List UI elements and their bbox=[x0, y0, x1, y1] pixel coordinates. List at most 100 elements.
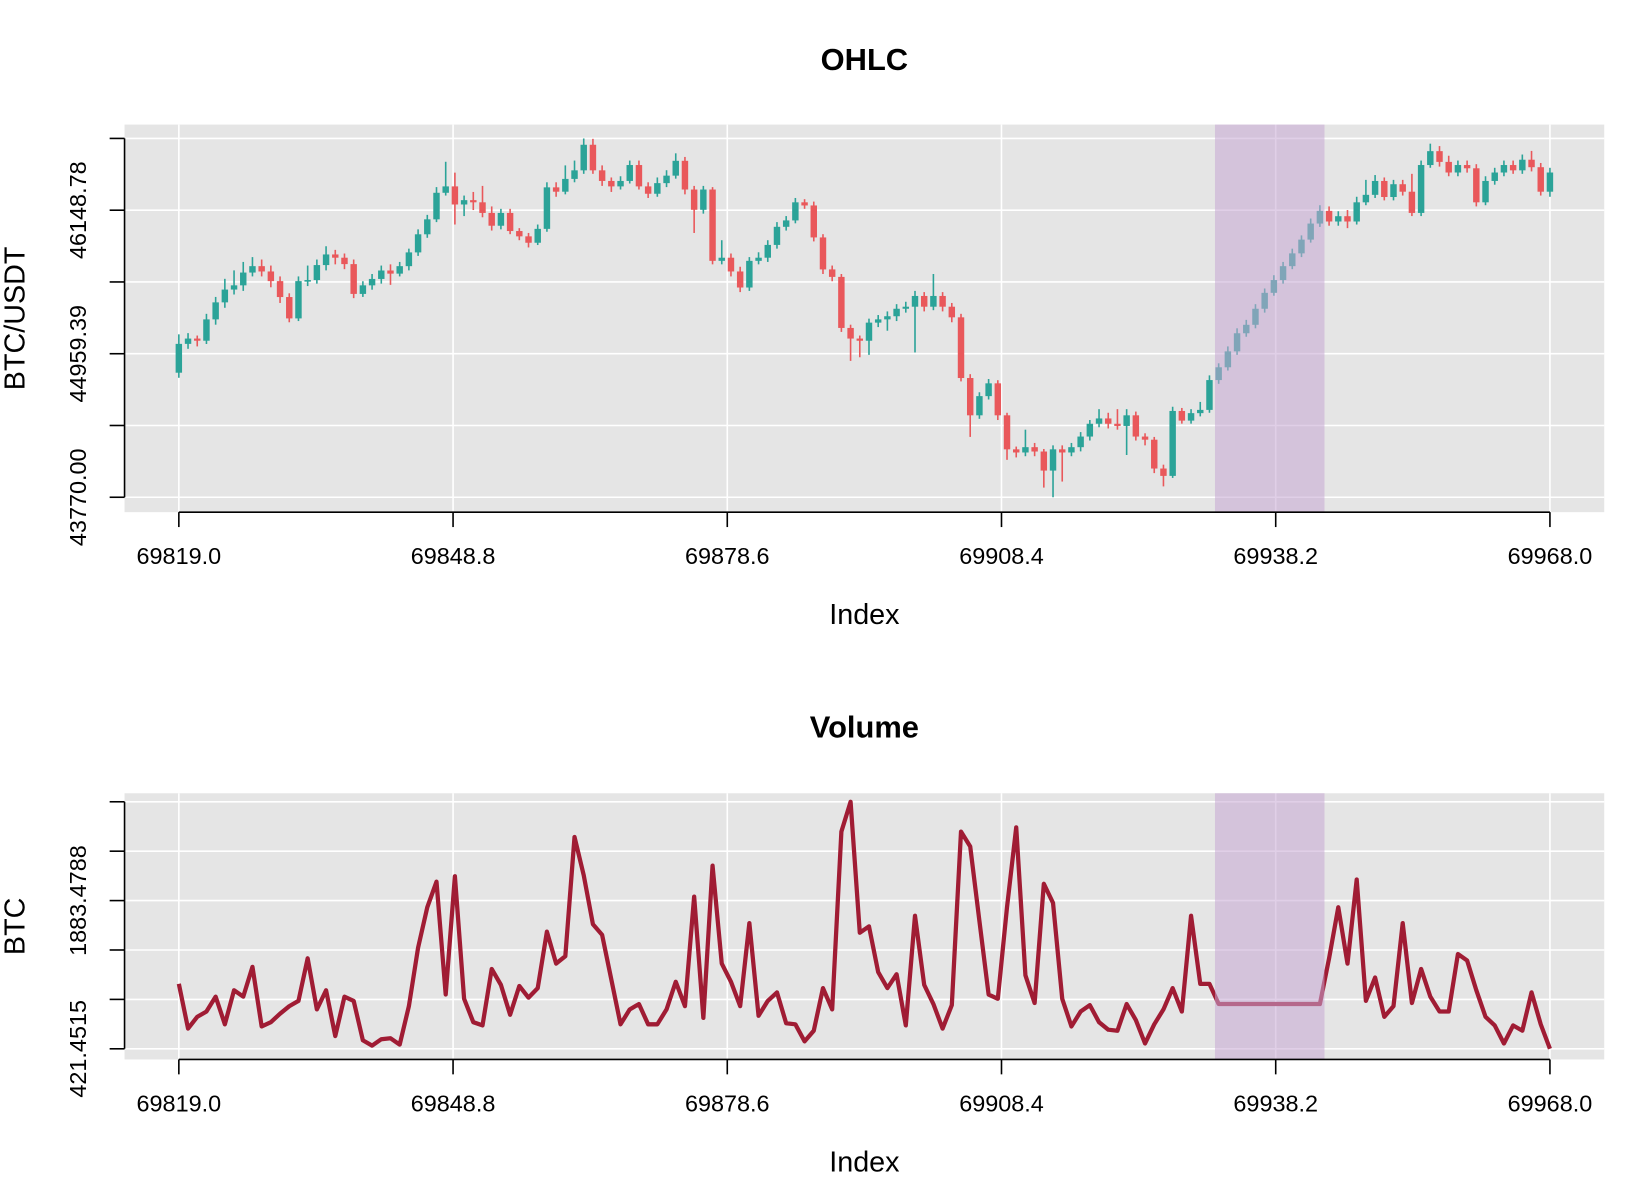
candle-body bbox=[681, 160, 689, 190]
candle-body bbox=[1427, 151, 1434, 166]
x-tick-label: 69908.4 bbox=[959, 543, 1044, 569]
candle-body bbox=[1003, 415, 1011, 450]
candle-body bbox=[948, 306, 956, 318]
candle-body bbox=[893, 308, 900, 317]
candle-body bbox=[635, 165, 643, 187]
candle-body bbox=[608, 180, 615, 187]
candle-body bbox=[1537, 167, 1544, 192]
candle-body bbox=[1408, 191, 1416, 213]
candle-body bbox=[792, 202, 799, 221]
candle-body bbox=[589, 144, 597, 171]
x-tick-label: 69848.8 bbox=[411, 1090, 496, 1116]
candle-body bbox=[203, 319, 210, 341]
candle-body bbox=[746, 260, 753, 288]
candle-body bbox=[718, 257, 725, 261]
candle-body bbox=[1371, 180, 1379, 195]
candle-body bbox=[442, 186, 449, 193]
candle-body bbox=[764, 244, 771, 258]
candle-body bbox=[221, 289, 229, 303]
candle-body bbox=[801, 202, 808, 206]
candle-body bbox=[985, 383, 992, 397]
chart-title: OHLC bbox=[821, 42, 908, 77]
candle-body bbox=[994, 383, 1002, 416]
candle-body bbox=[1353, 202, 1360, 222]
candle-body bbox=[552, 187, 560, 192]
candle-body bbox=[838, 276, 845, 328]
candle-body bbox=[727, 257, 735, 272]
candle-body bbox=[1509, 165, 1517, 171]
candle-body bbox=[396, 266, 403, 274]
candle-body bbox=[516, 231, 523, 237]
candle-body bbox=[313, 265, 321, 281]
candle-body bbox=[672, 160, 679, 176]
candle-body bbox=[267, 271, 275, 282]
candle-body bbox=[1335, 216, 1342, 222]
candle-body bbox=[1417, 165, 1425, 213]
candle-body bbox=[1160, 468, 1167, 476]
candle-body bbox=[350, 264, 357, 294]
candle-body bbox=[1390, 184, 1397, 198]
candle-body bbox=[525, 236, 532, 243]
candle-body bbox=[571, 170, 578, 179]
candle-body bbox=[828, 269, 836, 277]
candle-body bbox=[184, 338, 192, 344]
candle-body bbox=[332, 254, 339, 258]
candle-body bbox=[414, 234, 422, 253]
candle-body bbox=[1519, 159, 1526, 171]
candle-body bbox=[1491, 172, 1498, 181]
x-tick-label: 69848.8 bbox=[411, 543, 496, 569]
candle-body bbox=[304, 280, 311, 282]
candle-body bbox=[957, 317, 965, 379]
candle-body bbox=[810, 205, 817, 238]
panel: 43770.00 44959.39 46148.78 69819.0 69848.8 69… bbox=[0, 42, 1605, 631]
candle-body bbox=[433, 192, 440, 220]
candle-body bbox=[488, 212, 495, 226]
candle-body bbox=[911, 295, 919, 307]
candle-body bbox=[1528, 159, 1535, 168]
candle-body bbox=[736, 271, 744, 288]
y-axis-label: BTC/USDT bbox=[0, 247, 32, 391]
highlight-band bbox=[1214, 124, 1325, 513]
candle-body bbox=[920, 295, 928, 307]
candle-body bbox=[966, 378, 974, 416]
candle-body bbox=[930, 295, 937, 307]
candle-body bbox=[1206, 380, 1213, 410]
candle-body bbox=[378, 270, 385, 279]
candle-body bbox=[1012, 449, 1020, 453]
y-tick-label: 43770.00 bbox=[65, 448, 91, 546]
candle-body bbox=[1197, 409, 1204, 414]
y-tick-label: 44959.39 bbox=[65, 305, 91, 403]
candle-body bbox=[700, 189, 707, 210]
candle-body bbox=[1123, 415, 1130, 426]
chart-title: Volume bbox=[810, 710, 919, 745]
candle-body bbox=[902, 306, 910, 309]
candle-body bbox=[654, 183, 661, 194]
candle-body bbox=[1040, 451, 1048, 471]
candle-body bbox=[1086, 423, 1094, 437]
candle-body bbox=[1059, 449, 1066, 453]
candle-body bbox=[1463, 165, 1471, 169]
y-tick-label: 421.4515 bbox=[65, 1000, 91, 1098]
candle-body bbox=[1482, 180, 1489, 203]
candle-body bbox=[663, 175, 670, 184]
candle-body bbox=[1105, 418, 1112, 424]
candle-body bbox=[856, 338, 864, 341]
x-tick-label: 69878.6 bbox=[685, 1090, 770, 1116]
candle-body bbox=[322, 254, 330, 266]
candle-body bbox=[534, 228, 541, 243]
candle-body bbox=[1445, 161, 1452, 173]
candle-body bbox=[1151, 439, 1158, 469]
candle-body bbox=[874, 319, 882, 323]
candle-body bbox=[1362, 194, 1370, 203]
x-tick-label: 69819.0 bbox=[137, 1090, 222, 1116]
candle-body bbox=[1169, 410, 1176, 476]
candle-body bbox=[479, 202, 486, 213]
candle-body bbox=[773, 226, 781, 245]
candle-body bbox=[1399, 184, 1406, 192]
candle-body bbox=[1132, 415, 1140, 437]
x-tick-label: 69878.6 bbox=[685, 543, 770, 569]
x-tick-label: 69968.0 bbox=[1508, 543, 1593, 569]
candle-body bbox=[1381, 180, 1388, 198]
candle-body bbox=[709, 189, 716, 261]
candle-body bbox=[470, 200, 477, 203]
